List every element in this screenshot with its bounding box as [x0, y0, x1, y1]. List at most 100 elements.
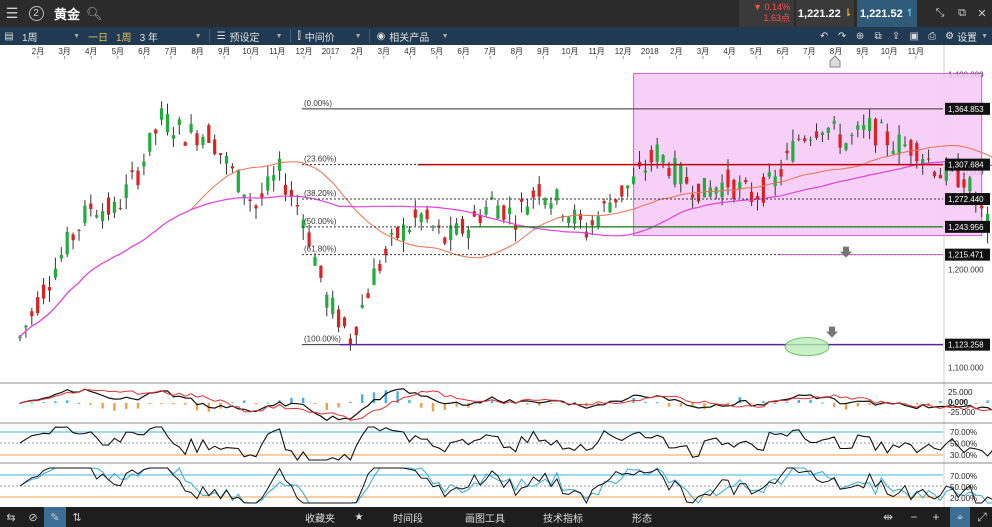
menu-icon[interactable]: ☰: [5, 5, 19, 21]
candle-body: [224, 155, 229, 164]
candle-body: [171, 135, 175, 139]
search-icon[interactable]: 🔍︎: [86, 5, 103, 21]
candle-body: [189, 124, 193, 133]
candle-body: [596, 216, 600, 227]
fib-level-label: (61.80%): [304, 245, 337, 254]
x-tick-label: 11月: [908, 47, 924, 56]
macd-histogram-bar: [809, 399, 812, 403]
price-chart[interactable]: 2月 3月 4月 5月 6月 7月 8月 9月 10月 11月 12月 2017 2月 3月 4月 5月 6月 7…: [0, 45, 992, 507]
macd-histogram-bar: [136, 403, 140, 409]
quick-day-button[interactable]: 一日: [84, 27, 112, 45]
quick-week-button[interactable]: 1周: [112, 27, 136, 45]
zoom-in-icon[interactable]: +: [932, 510, 940, 524]
down-arrow-icon: [826, 326, 838, 338]
candle-body: [496, 205, 500, 219]
star-icon[interactable]: ★: [354, 511, 364, 523]
target-ellipse: [784, 337, 830, 357]
candle-body: [862, 124, 866, 130]
x-tick-label: 11月: [269, 47, 285, 56]
macd-histogram-bar: [101, 403, 104, 409]
instrument-name[interactable]: 黄金: [54, 7, 81, 22]
candle-body: [53, 268, 57, 278]
tab-patterns-label: 形态: [632, 513, 652, 525]
tab-indicators[interactable]: 技术指标: [533, 507, 593, 527]
fib-level-label: (38.20%): [304, 189, 337, 198]
candle-body: [797, 138, 801, 140]
price-change: ▼ 0.14% 1.63点: [739, 0, 794, 27]
tab-patterns[interactable]: 形态: [612, 507, 672, 527]
macd-histogram-bar: [703, 403, 706, 410]
zoom-out-icon[interactable]: −: [910, 510, 918, 524]
print-icon[interactable]: ⎙: [928, 30, 937, 42]
macd-histogram-bar: [313, 403, 317, 405]
candle-body: [897, 134, 901, 155]
stochastic-k-line: [19, 467, 992, 505]
macd-histogram-bar: [915, 403, 918, 405]
macd-histogram-bar: [172, 403, 175, 405]
x-tick-label: 7月: [803, 47, 815, 56]
redo-icon[interactable]: ↷: [837, 30, 847, 42]
popout-icon[interactable]: ⧉: [958, 7, 966, 19]
related-select[interactable]: ◉ 相关产品 ▼: [373, 27, 453, 45]
panel-toggle-icon[interactable]: ▤: [4, 30, 14, 42]
candle-body: [962, 179, 966, 188]
macd-histogram-bar: [620, 401, 623, 403]
export-icon[interactable]: ⇪: [891, 30, 901, 42]
buy-arrow-icon: ↿: [905, 8, 915, 19]
candle-body: [649, 149, 653, 163]
sidebar-toggle-icon[interactable]: ⇆: [6, 511, 16, 524]
chevron-down-icon: ▼: [275, 32, 283, 40]
close-icon[interactable]: ✕: [977, 8, 987, 20]
undo-icon[interactable]: ↶: [819, 30, 829, 42]
price-type-label: 中间价: [304, 32, 335, 44]
candle-body: [508, 207, 512, 215]
tab-timeframe[interactable]: 时间段: [378, 507, 438, 527]
candle-body: [814, 131, 819, 138]
candle-body: [938, 174, 942, 179]
tab-indicators-label: 技术指标: [543, 513, 583, 525]
down-arrow-icon: [840, 246, 852, 258]
candle-body: [254, 205, 258, 209]
interval-select[interactable]: 1周 ▼: [18, 27, 84, 45]
x-tick-label: 11月: [588, 47, 604, 56]
candle-body: [165, 114, 170, 133]
tab-favorites[interactable]: 收藏夹: [290, 507, 350, 527]
buy-price-button[interactable]: 1,221.52 ↿: [857, 0, 917, 27]
candle-body: [30, 311, 34, 317]
candle-body: [360, 304, 364, 308]
macd-histogram-bar: [30, 402, 33, 404]
candle-body: [519, 199, 524, 202]
highlight-rectangle: [633, 73, 983, 237]
candle-body: [124, 184, 128, 198]
preset-select[interactable]: ☰ 预设定 ▼: [213, 27, 287, 45]
range-select[interactable]: 3 年 ▼: [136, 27, 206, 45]
macd-histogram-bar: [962, 399, 966, 403]
fullscreen-icon[interactable]: ⤢: [977, 509, 987, 524]
candle-body: [195, 133, 199, 146]
collapse-icon[interactable]: ⤡: [935, 7, 945, 19]
camera-icon[interactable]: ▣: [909, 30, 919, 42]
x-tick-label: 4月: [723, 47, 735, 56]
toolbar-divider: [208, 29, 210, 43]
crosshair-icon[interactable]: ⊕: [855, 30, 865, 42]
x-tick-label: 2月: [32, 47, 44, 56]
macd-histogram-bar: [195, 403, 199, 411]
toolbar-divider: [368, 29, 370, 43]
candle-body: [555, 189, 559, 201]
sell-price-button[interactable]: 1,221.22 ⇂: [796, 0, 854, 27]
macd-histogram-bar: [797, 399, 800, 403]
workspace-button[interactable]: 2: [24, 0, 48, 27]
tools-icon[interactable]: ⇅: [72, 511, 82, 524]
settings-button[interactable]: ⚙ 设置 ▼: [941, 27, 992, 45]
candle-body: [567, 217, 571, 223]
stochastic-d-line: [19, 467, 992, 504]
candle-body: [578, 213, 583, 220]
pencil-icon[interactable]: ✎: [44, 507, 66, 527]
tab-drawing-tools[interactable]: 画图工具: [455, 507, 515, 527]
y-tick-label: 1,100.000: [948, 363, 984, 372]
crosshair-mode-icon[interactable]: ⌖: [950, 507, 970, 527]
price-type-select[interactable]: ⫿ 中间价 ▼: [294, 27, 366, 45]
layout-icon[interactable]: ⧉: [874, 30, 882, 42]
fit-icon[interactable]: ⇹: [882, 510, 894, 524]
block-icon[interactable]: ⊘: [28, 511, 38, 524]
